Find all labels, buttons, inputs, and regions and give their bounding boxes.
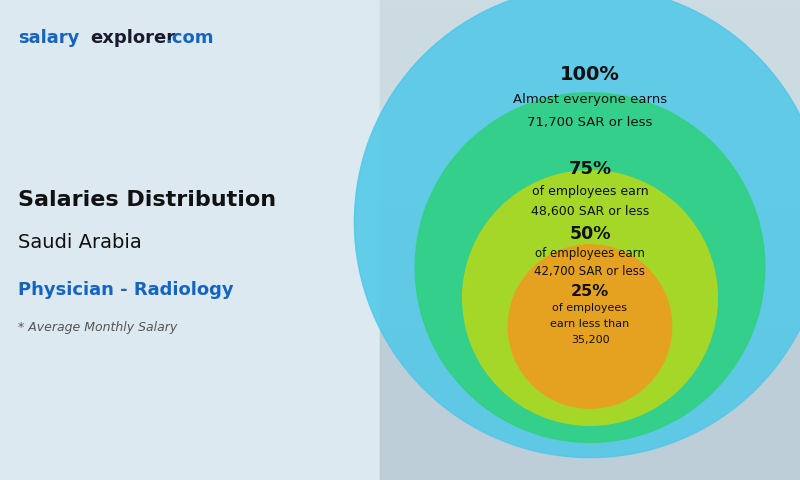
Text: 48,600 SAR or less: 48,600 SAR or less xyxy=(531,205,649,218)
Text: explorer: explorer xyxy=(90,29,175,47)
Text: 100%: 100% xyxy=(560,65,620,84)
Text: * Average Monthly Salary: * Average Monthly Salary xyxy=(18,322,178,335)
Text: .com: .com xyxy=(165,29,214,47)
Text: 35,200: 35,200 xyxy=(570,335,610,345)
Text: Almost everyone earns: Almost everyone earns xyxy=(513,93,667,106)
Text: Salaries Distribution: Salaries Distribution xyxy=(18,190,276,210)
Text: Physician - Radiology: Physician - Radiology xyxy=(18,281,234,299)
Text: 75%: 75% xyxy=(569,160,611,178)
Text: 71,700 SAR or less: 71,700 SAR or less xyxy=(527,116,653,129)
Circle shape xyxy=(508,245,672,408)
Text: of employees earn: of employees earn xyxy=(535,247,645,260)
Text: 42,700 SAR or less: 42,700 SAR or less xyxy=(534,264,646,277)
Text: Saudi Arabia: Saudi Arabia xyxy=(18,232,142,252)
Text: salary: salary xyxy=(18,29,79,47)
Circle shape xyxy=(354,0,800,457)
Bar xyxy=(380,0,800,200)
Bar xyxy=(380,330,800,480)
Text: 50%: 50% xyxy=(570,225,610,243)
Circle shape xyxy=(415,93,765,443)
Bar xyxy=(380,0,800,480)
Text: 25%: 25% xyxy=(571,285,609,300)
Text: of employees: of employees xyxy=(553,303,627,313)
Text: of employees earn: of employees earn xyxy=(532,185,648,198)
Text: earn less than: earn less than xyxy=(550,319,630,329)
Circle shape xyxy=(462,171,718,425)
